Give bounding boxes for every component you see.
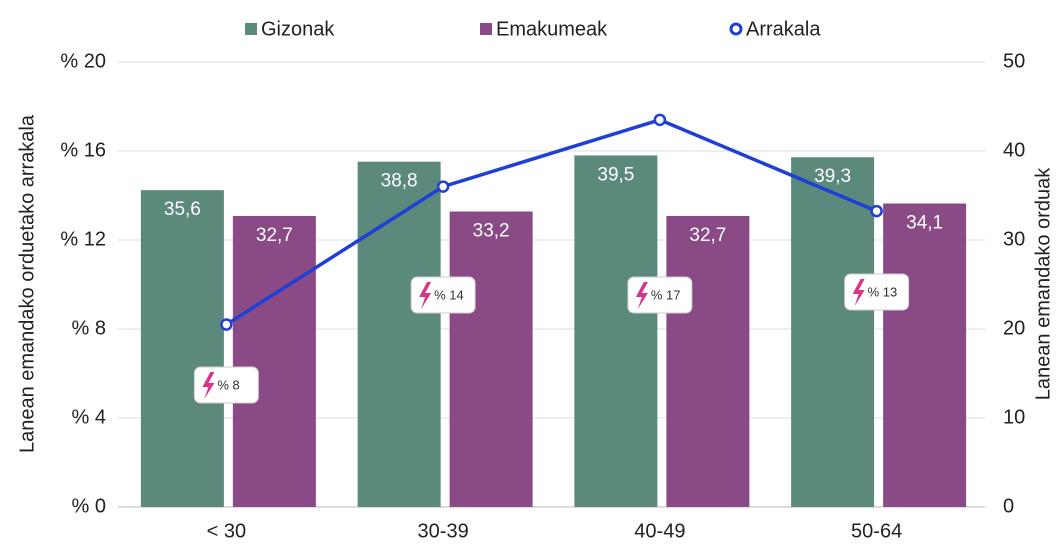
badge-label: % 17 (651, 287, 681, 302)
gap-badge: % 8 (193, 366, 259, 404)
bar (791, 157, 875, 508)
line-point (220, 318, 233, 331)
badge-label: % 8 (217, 377, 239, 392)
line-point (653, 113, 667, 127)
y2-tick-label: 30 (1003, 228, 1025, 250)
y-axis-title: Lanean emandako orduetako arrakala (16, 114, 38, 453)
x-tick-label: 30-39 (418, 520, 469, 542)
y2-axis-title: Lanean emandako orduak (1032, 167, 1054, 400)
data-label: 39,5 (597, 164, 634, 185)
data-label: 38,8 (381, 171, 418, 192)
x-tick-label: < 30 (207, 520, 246, 542)
gap-badge: % 17 (627, 276, 693, 314)
badge-label: % 14 (434, 287, 464, 302)
data-label: 32,7 (256, 225, 293, 246)
y-tick-label: % 4 (72, 406, 106, 428)
legend-marker (480, 23, 492, 35)
legend-label: Gizonak (261, 18, 335, 40)
y-tick-label: % 16 (60, 139, 106, 161)
legend-label: Emakumeak (496, 18, 608, 40)
gap-badge: % 13 (844, 273, 910, 311)
y-tick-label: % 8 (72, 317, 106, 339)
bar (140, 190, 224, 507)
bolt-icon (419, 282, 432, 309)
y2-tick-label: 50 (1003, 50, 1025, 72)
data-label: 39,3 (814, 166, 851, 187)
data-label: 32,7 (689, 225, 726, 246)
y-tick-label: % 20 (60, 50, 106, 72)
y2-tick-label: 0 (1003, 495, 1014, 517)
bar (232, 215, 316, 507)
bar (574, 155, 658, 507)
bolt-icon (202, 372, 215, 399)
legend-label: Arrakala (746, 18, 821, 40)
line (225, 117, 878, 327)
line-point (436, 180, 450, 193)
data-label: 35,6 (164, 199, 201, 220)
gap-badge: % 14 (410, 276, 476, 314)
y2-tick-label: 10 (1003, 406, 1025, 428)
x-tick-label: 50-64 (851, 520, 902, 542)
y2-tick-label: 20 (1003, 317, 1025, 339)
bar (357, 161, 441, 507)
data-label: 34,1 (906, 213, 943, 234)
y-tick-label: % 12 (60, 228, 106, 250)
legend-marker (245, 23, 257, 35)
bar (883, 203, 967, 507)
bolt-icon (635, 282, 648, 309)
data-label: 33,2 (473, 221, 510, 242)
badge-label: % 13 (868, 284, 898, 299)
y-tick-label: % 0 (72, 495, 106, 517)
line-point (870, 204, 883, 218)
bar (449, 211, 533, 507)
bar (666, 215, 750, 507)
bolt-icon (852, 279, 865, 306)
legend-marker (729, 22, 743, 36)
x-tick-label: 40-49 (634, 520, 685, 542)
y2-tick-label: 40 (1003, 139, 1025, 161)
